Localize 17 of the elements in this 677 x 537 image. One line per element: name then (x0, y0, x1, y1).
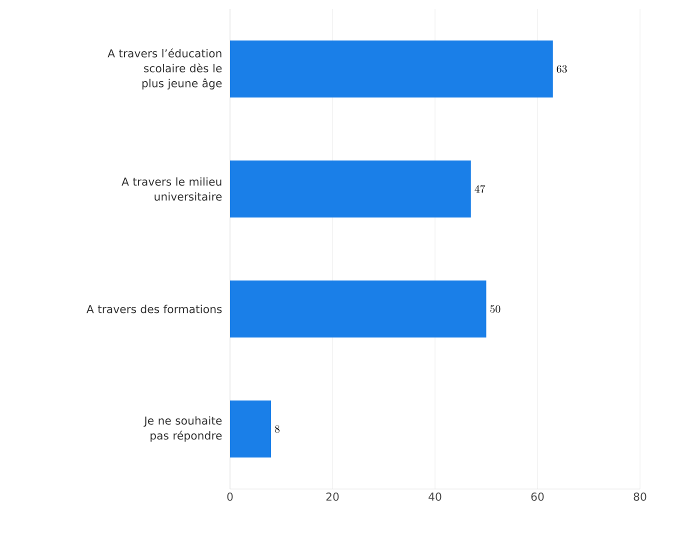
x-tick-label: 80 (634, 492, 646, 501)
y-tick-label: A travers l’éducation scolaire dès le plus jeune âge (108, 48, 222, 90)
data-label: 47 (474, 185, 486, 193)
bar (230, 400, 271, 458)
x-tick-label: 0 (227, 492, 233, 501)
y-tick-label: A travers le milieu universitaire (122, 177, 222, 201)
y-tick-label: A travers des formations (86, 304, 222, 314)
bar (230, 40, 553, 98)
x-tick-label: 20 (326, 492, 339, 501)
data-label: 8 (274, 425, 280, 433)
x-tick-label: 60 (531, 492, 544, 501)
x-tick-label: 40 (428, 492, 442, 501)
data-label: 50 (490, 305, 500, 313)
bar (230, 280, 486, 338)
y-tick-label: Je ne souhaite pas répondre (144, 416, 222, 442)
data-label: 63 (556, 65, 567, 73)
bar (230, 160, 471, 218)
